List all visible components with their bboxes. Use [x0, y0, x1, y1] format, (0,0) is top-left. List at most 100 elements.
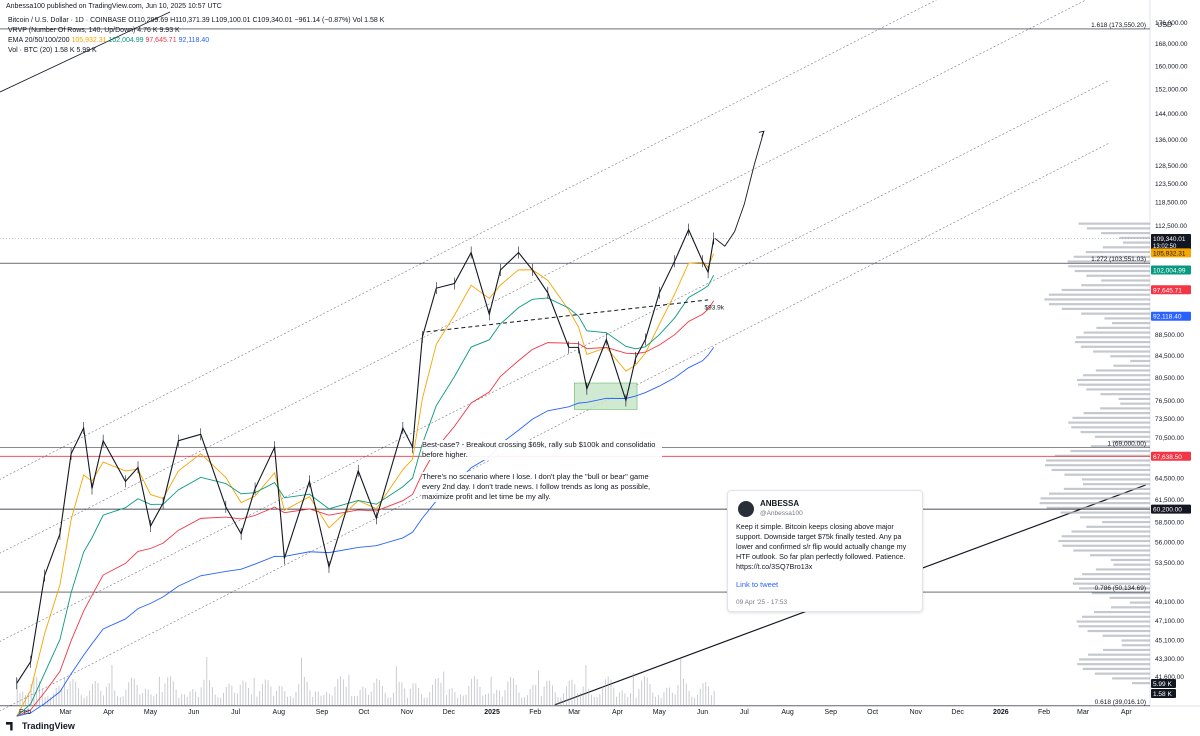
volume-bar: [150, 694, 152, 706]
volume-profile-bar: [1051, 468, 1150, 472]
volume-bar: [158, 676, 160, 706]
volume-bar: [526, 695, 528, 706]
volume-bar: [549, 680, 551, 706]
volume-bar: [521, 697, 523, 706]
tweet-link[interactable]: Link to tweet: [736, 580, 779, 589]
volume-bar: [423, 697, 425, 706]
y-tick-label: 123,500.00: [1155, 181, 1188, 188]
legend-vrvp-line[interactable]: VRVP (Number Of Rows, 140, Up/Down) 4.76…: [8, 27, 180, 34]
volume-bar: [30, 683, 32, 706]
volume-badge: [1151, 679, 1176, 688]
volume-profile-bar: [1079, 587, 1150, 590]
price-badge: [1151, 504, 1191, 514]
volume-bar: [122, 696, 124, 706]
volume-profile-bar: [1078, 383, 1150, 386]
volume-bar: [554, 692, 556, 706]
y-tick-label: 152,000.00: [1155, 87, 1188, 94]
volume-bar: [655, 696, 657, 706]
volume-bar: [50, 697, 52, 706]
y-tick-label: 80,500.00: [1155, 375, 1184, 382]
volume-bar: [89, 690, 91, 706]
volume-bar: [340, 676, 342, 706]
volume-profile-bar: [1044, 298, 1150, 301]
legend-volume-line[interactable]: Vol · BTC (20) 1.58 K 5.99 K: [8, 47, 97, 54]
volume-bars: [16, 657, 715, 706]
volume-bar: [462, 695, 464, 706]
volume-bar: [393, 692, 394, 706]
legend-symbol-line[interactable]: Bitcoin / U.S. Dollar · 1D · COINBASE O1…: [8, 17, 385, 24]
volume-bar: [557, 697, 559, 706]
volume-bar: [404, 688, 406, 706]
volume-bar: [638, 689, 640, 706]
volume-bar: [582, 686, 584, 706]
x-tick-label: May: [144, 709, 158, 716]
volume-bar: [83, 697, 85, 706]
volume-bar: [315, 691, 316, 706]
volume-bar: [287, 696, 289, 706]
legend-ema-line[interactable]: EMA 20/50/100/200 105,932.31 102,004.99 …: [8, 36, 209, 46]
volume-bar: [401, 682, 403, 706]
x-tick-label: Mar: [568, 709, 581, 716]
volume-profile-bar: [1094, 435, 1150, 438]
volume-bar: [351, 696, 353, 706]
volume-profile-bar: [1083, 374, 1150, 377]
price-badge-label: 102,004.99: [1153, 267, 1186, 274]
volume-bar: [602, 686, 604, 706]
volume-bar: [284, 691, 286, 706]
volume-bar: [105, 686, 107, 706]
volume-profile-bar: [1096, 326, 1150, 329]
y-tick-label: 168,000.00: [1155, 41, 1188, 48]
volume-profile-bar: [1109, 596, 1150, 599]
volume-bar: [630, 692, 631, 706]
volume-bar: [223, 692, 224, 706]
projection-arrowhead: [758, 130, 765, 137]
y-tick-label: 47,100.00: [1155, 618, 1184, 625]
volume-bar: [167, 677, 169, 706]
volume-bar: [593, 696, 595, 706]
volume-bar: [186, 696, 188, 706]
volume-bar: [58, 685, 60, 706]
volume-bar: [298, 683, 300, 706]
volume-bar: [328, 693, 330, 706]
volume-bar: [468, 686, 470, 706]
volume-bar: [515, 684, 517, 706]
volume-bar: [170, 676, 171, 706]
best-case-note: Best-case? - Breakout crossing $69k, ral…: [422, 440, 662, 460]
volume-bar: [713, 690, 715, 706]
volume-bar: [708, 686, 710, 706]
volume-bar: [510, 677, 512, 706]
volume-profile-bar: [1103, 648, 1150, 652]
tradingview-logo[interactable]: TradingView: [6, 721, 75, 731]
volume-profile-bar: [1080, 430, 1150, 434]
currency-label: USD: [1157, 22, 1172, 29]
volume-profile-bar: [1104, 317, 1150, 320]
volume-bar: [184, 694, 185, 706]
volume-profile-bar: [1091, 592, 1150, 595]
volume-bar: [356, 695, 358, 706]
volume-bar: [652, 692, 654, 706]
volume-bar: [262, 683, 263, 706]
volume-bar: [457, 697, 459, 706]
price-badge-label: 60,200.00: [1153, 507, 1182, 514]
tradingview-logo-icon: [6, 721, 13, 731]
volume-bar: [657, 695, 659, 706]
volume-bar: [473, 676, 475, 706]
volume-profile-bar: [1076, 378, 1150, 382]
volume-profile-bar: [1062, 544, 1150, 547]
volume-bar: [429, 692, 431, 706]
volume-bar: [253, 677, 255, 706]
tweet-card[interactable]: ANBESSA @Anbessa100 Keep it simple. Bitc…: [727, 490, 923, 612]
volume-bar: [384, 693, 386, 706]
price-badge: [1151, 451, 1191, 461]
volume-bar: [80, 695, 82, 706]
volume-profile-bar: [1121, 644, 1150, 647]
volume-bar: [236, 693, 238, 706]
volume-bar: [178, 697, 180, 706]
neckline-dashed: [426, 299, 709, 333]
volume-bar: [666, 687, 668, 706]
volume-bar: [44, 696, 46, 706]
fib-level-label: 1 (69,000.00): [1107, 440, 1146, 447]
volume-bar: [231, 685, 233, 706]
volume-bar: [565, 686, 567, 706]
